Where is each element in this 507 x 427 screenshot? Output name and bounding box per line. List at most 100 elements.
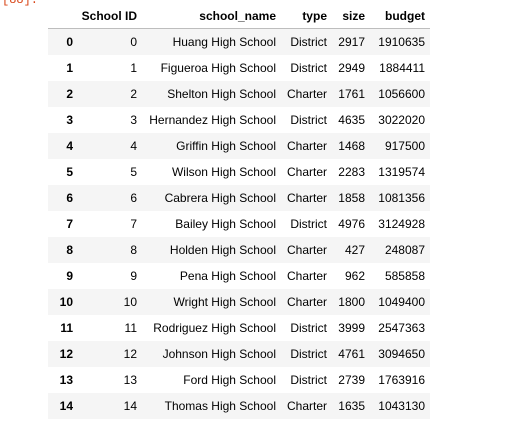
row-index: 5 bbox=[66, 165, 73, 179]
table-cell: 1043130 bbox=[378, 399, 425, 413]
table-cell: 962 bbox=[344, 269, 365, 283]
table-row: 2 2 Shelton High School Charter 1761 1056600 bbox=[48, 81, 430, 107]
table-cell: Rodriguez High School bbox=[153, 321, 276, 335]
table-cell: District bbox=[290, 35, 327, 49]
column-header: school_name bbox=[142, 4, 281, 29]
table-row: 6 6 Cabrera High School Charter 1858 1081356 bbox=[48, 185, 430, 211]
table-cell: Charter bbox=[286, 243, 327, 257]
table-cell: 248087 bbox=[384, 243, 425, 257]
table-row: 8 8 Holden High School Charter 427 248087 bbox=[48, 237, 430, 263]
table-cell: District bbox=[290, 373, 327, 387]
table-cell: 6 bbox=[130, 191, 137, 205]
table-cell: 3999 bbox=[338, 321, 365, 335]
table-cell: District bbox=[290, 217, 327, 231]
table-cell: 3022020 bbox=[378, 113, 425, 127]
table-row: 12 12 Johnson High School District 4761 30946… bbox=[48, 341, 430, 367]
table-cell: Thomas High School bbox=[164, 399, 276, 413]
table-cell: 1763916 bbox=[378, 373, 425, 387]
table-cell: 4 bbox=[130, 139, 137, 153]
table-cell: 1468 bbox=[338, 139, 365, 153]
row-index: 14 bbox=[59, 399, 73, 413]
table-cell: 7 bbox=[130, 217, 137, 231]
table-cell: Shelton High School bbox=[167, 87, 276, 101]
table-cell: Cabrera High School bbox=[164, 191, 276, 205]
table-cell: 1910635 bbox=[378, 35, 425, 49]
table-cell: Ford High School bbox=[183, 373, 276, 387]
column-header: budget bbox=[370, 4, 430, 29]
table-row: 3 3 Hernandez High School District 4635 30220… bbox=[48, 107, 430, 133]
table-cell: 2 bbox=[130, 87, 137, 101]
row-index: 1 bbox=[66, 61, 73, 75]
table-cell: 8 bbox=[130, 243, 137, 257]
table-cell: 1049400 bbox=[378, 295, 425, 309]
table-cell: 1081356 bbox=[378, 191, 425, 205]
table-cell: District bbox=[290, 321, 327, 335]
table-cell: 2949 bbox=[338, 61, 365, 75]
table-cell: Charter bbox=[286, 87, 327, 101]
table-row: 0 0 Huang High School District 2917 1910635 bbox=[48, 28, 430, 55]
table-cell: 1761 bbox=[338, 87, 365, 101]
table-header: School ID school_name type size budget bbox=[48, 4, 430, 29]
table-cell: 4635 bbox=[338, 113, 365, 127]
row-index: 13 bbox=[59, 373, 73, 387]
row-index: 6 bbox=[66, 191, 73, 205]
table-cell: 2547363 bbox=[378, 321, 425, 335]
table-cell: 3094650 bbox=[378, 347, 425, 361]
table-cell: 427 bbox=[344, 243, 365, 257]
row-index: 8 bbox=[66, 243, 73, 257]
table-cell: 5 bbox=[130, 165, 137, 179]
table-cell: Bailey High School bbox=[175, 217, 276, 231]
column-header: School ID bbox=[78, 4, 142, 29]
row-index: 7 bbox=[66, 217, 73, 231]
table-cell: 1056600 bbox=[378, 87, 425, 101]
table-row: 9 9 Pena High School Charter 962 585858 bbox=[48, 263, 430, 289]
table-cell: 1635 bbox=[338, 399, 365, 413]
row-index: 11 bbox=[60, 321, 73, 335]
table-cell: 917500 bbox=[384, 139, 425, 153]
table-cell: Pena High School bbox=[179, 269, 276, 283]
table-cell: 1319574 bbox=[378, 165, 425, 179]
table-cell: 2283 bbox=[338, 165, 365, 179]
table-cell: 4976 bbox=[338, 217, 365, 231]
table-cell: 2917 bbox=[338, 35, 365, 49]
table-cell: Johnson High School bbox=[162, 347, 276, 361]
table-cell: Huang High School bbox=[172, 35, 276, 49]
table-cell: Charter bbox=[286, 139, 327, 153]
table-cell: Charter bbox=[286, 399, 327, 413]
table-cell: 0 bbox=[130, 35, 137, 49]
table-row: 7 7 Bailey High School District 4976 3124928 bbox=[48, 211, 430, 237]
table-cell: District bbox=[290, 113, 327, 127]
row-index: 4 bbox=[66, 139, 73, 153]
cell-prompt: [88]: bbox=[2, 0, 39, 7]
header-row: School ID school_name type size budget bbox=[48, 4, 430, 29]
table-cell: 3124928 bbox=[378, 217, 425, 231]
table-cell: 14 bbox=[123, 399, 137, 413]
table-row: 13 13 Ford High School District 2739 1763916 bbox=[48, 367, 430, 393]
index-header bbox=[48, 4, 78, 29]
table-cell: Hernandez High School bbox=[149, 113, 276, 127]
table-cell: 13 bbox=[123, 373, 137, 387]
row-index: 10 bbox=[59, 295, 73, 309]
table-cell: 1884411 bbox=[379, 61, 425, 75]
table-row: 10 10 Wright High School Charter 1800 1049400 bbox=[48, 289, 430, 315]
row-index: 12 bbox=[59, 347, 73, 361]
table-cell: 11 bbox=[124, 321, 137, 335]
table-row: 1 1 Figueroa High School District 2949 188441… bbox=[48, 55, 430, 81]
table-cell: 12 bbox=[123, 347, 137, 361]
table-cell: Griffin High School bbox=[176, 139, 276, 153]
column-header: size bbox=[332, 4, 370, 29]
row-index: 3 bbox=[66, 113, 73, 127]
table-row: 5 5 Wilson High School Charter 2283 1319574 bbox=[48, 159, 430, 185]
table-row: 14 14 Thomas High School Charter 1635 1043130 bbox=[48, 393, 430, 419]
table-cell: 10 bbox=[123, 295, 137, 309]
row-index: 9 bbox=[66, 269, 73, 283]
row-index: 0 bbox=[66, 35, 73, 49]
table-cell: 1 bbox=[130, 61, 137, 75]
table-cell: 1858 bbox=[338, 191, 365, 205]
table-row: 4 4 Griffin High School Charter 1468 917500 bbox=[48, 133, 430, 159]
table-cell: Charter bbox=[286, 191, 327, 205]
table-cell: District bbox=[290, 61, 327, 75]
table-cell: Holden High School bbox=[169, 243, 276, 257]
table-cell: District bbox=[290, 347, 327, 361]
